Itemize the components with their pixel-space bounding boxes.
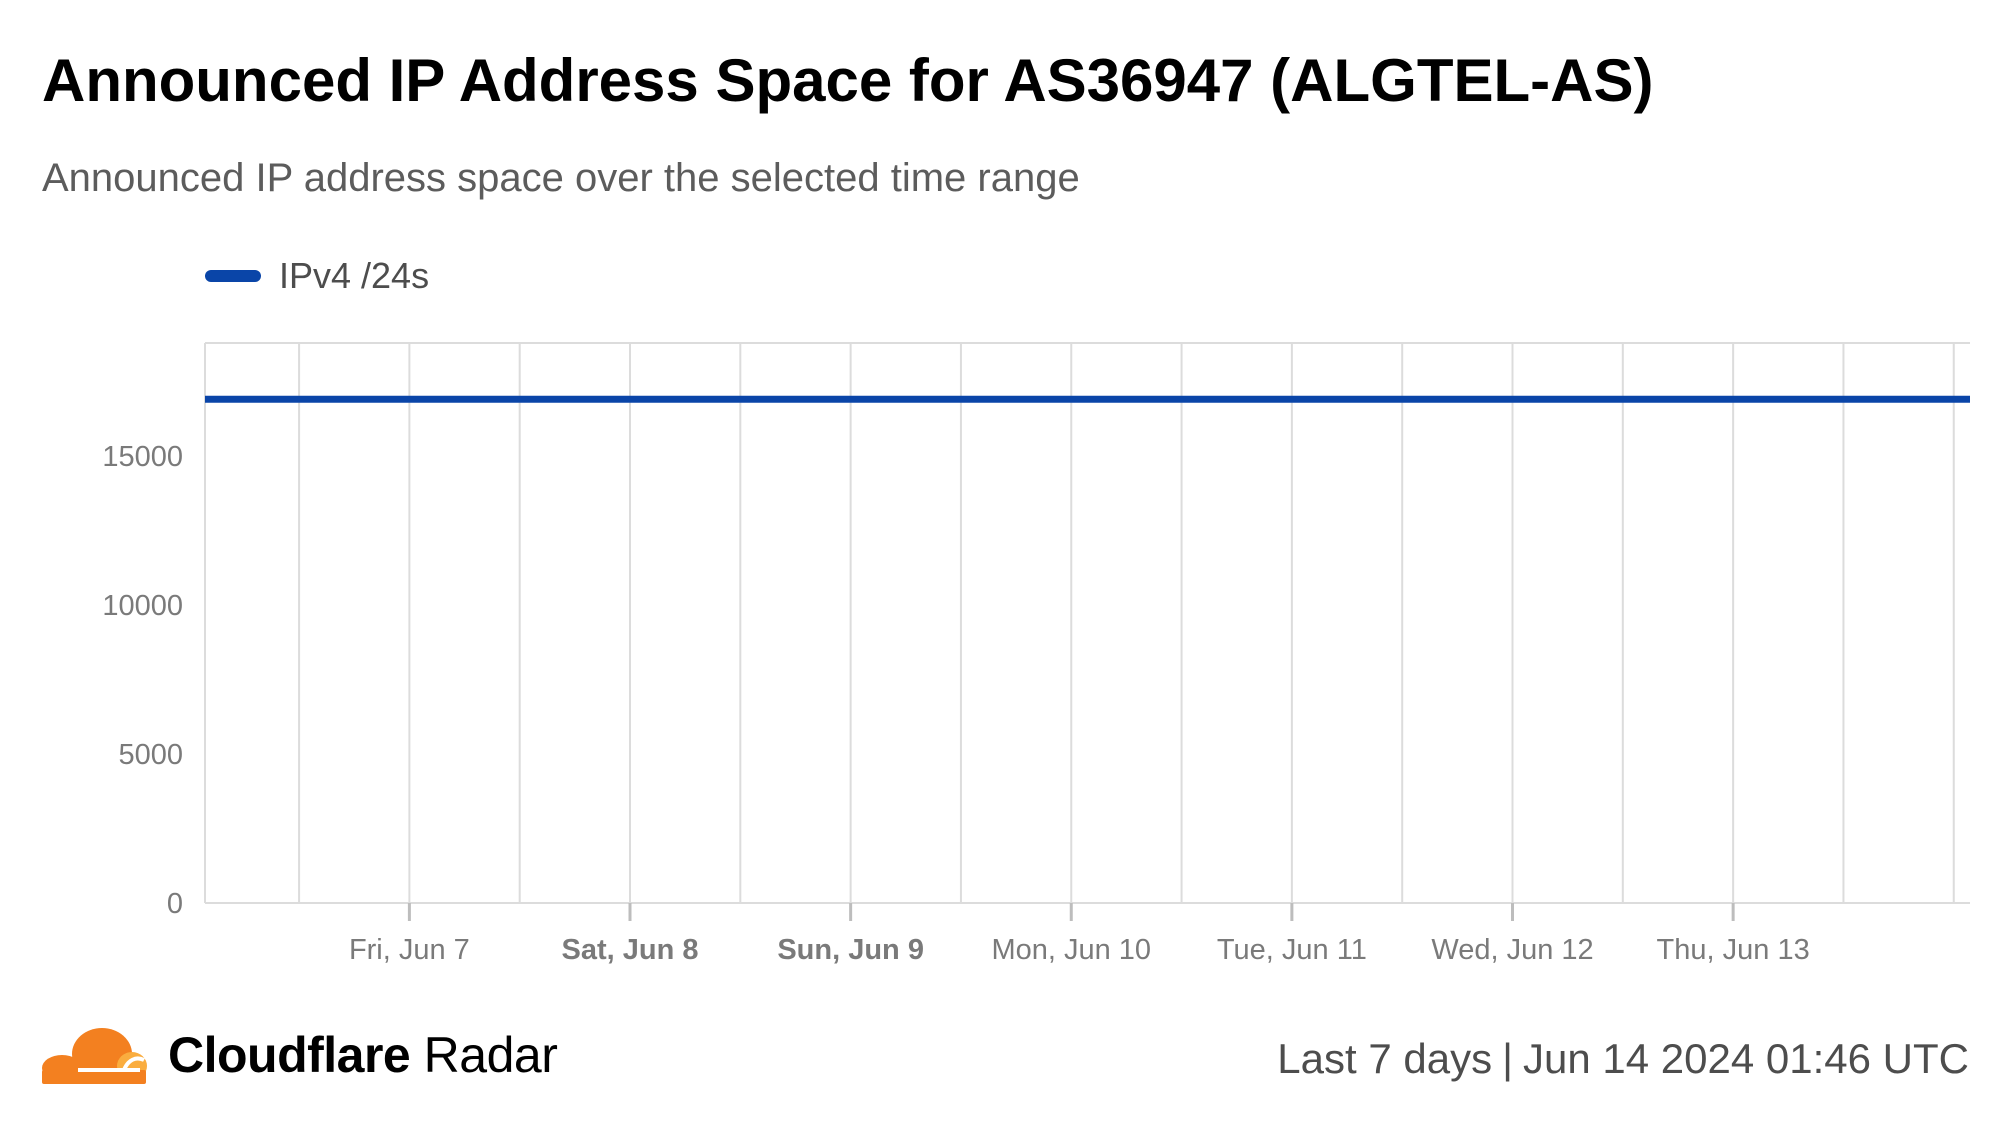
cloudflare-radar-logo[interactable]: Cloudflare Radar [40, 1025, 558, 1085]
cloud-icon [42, 1028, 147, 1084]
x-tick-label: Tue, Jun 11 [1217, 934, 1367, 966]
timestamp: Jun 14 2024 01:46 UTC [1523, 1035, 1969, 1082]
y-tick-label: 5000 [118, 739, 183, 771]
range-label: Last 7 days [1277, 1035, 1493, 1082]
chart-subtitle: Announced IP address space over the sele… [42, 156, 1080, 200]
x-tick-label: Fri, Jun 7 [349, 934, 470, 966]
y-tick-label: 15000 [102, 441, 183, 473]
chart-title: Announced IP Address Space for AS36947 (… [42, 47, 1654, 114]
brand-name: Cloudflare Radar [168, 1027, 558, 1083]
separator: | [1502, 1035, 1514, 1082]
x-tick-label: Mon, Jun 10 [991, 934, 1151, 966]
x-tick-label: Thu, Jun 13 [1657, 934, 1810, 966]
legend-label: IPv4 /24s [279, 255, 430, 296]
legend-swatch [205, 270, 261, 282]
y-tick-label: 0 [167, 888, 183, 920]
line-chart: Fri, Jun 7 Sat, Jun 8 Sun, Jun 9 Mon, Jun 1… [102, 342, 1970, 966]
x-tick-label: Sun, Jun 9 [777, 934, 924, 966]
y-tick-label: 10000 [102, 590, 183, 622]
x-tick-label: Wed, Jun 12 [1431, 934, 1593, 966]
x-tick-label: Sat, Jun 8 [562, 934, 699, 966]
time-range-caption: Last 7 days | Jun 14 2024 01:46 UTC [1277, 1035, 1969, 1083]
chart-legend[interactable]: IPv4 /24s [205, 252, 429, 300]
